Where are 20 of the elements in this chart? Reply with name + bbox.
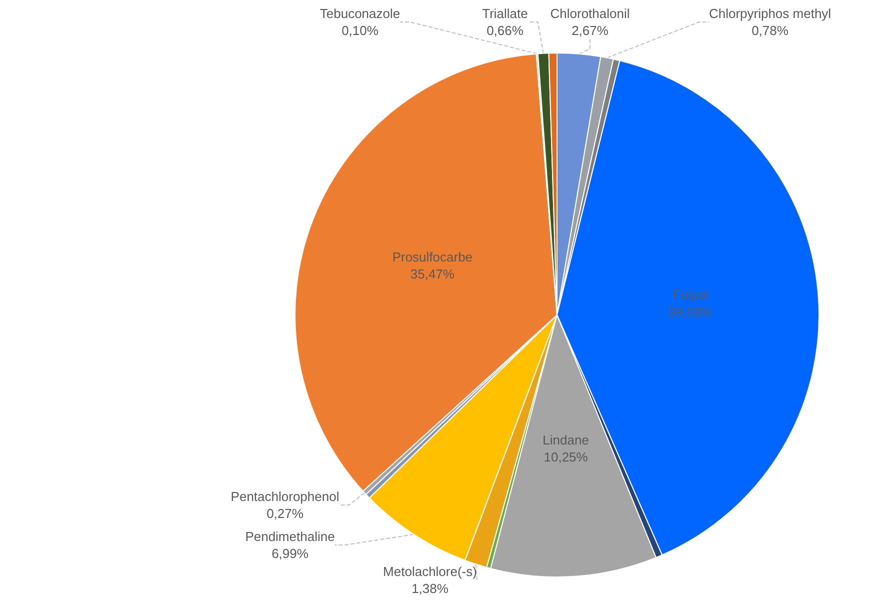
data-label: 0,78% — [752, 23, 789, 38]
data-label: 2,67% — [572, 23, 609, 38]
data-label: 0,66% — [486, 23, 524, 38]
slice-label: Folpel — [672, 288, 708, 303]
slice-label: Pentachlorophenol — [230, 489, 340, 504]
slice-label: Lindane — [542, 432, 589, 448]
data-label: 6,99% — [272, 546, 309, 561]
slice-label: Triallate — [482, 6, 528, 21]
data-label: 0,27% — [266, 506, 304, 521]
data-label: 0,10% — [342, 23, 379, 38]
slice-label: Tebuconazole — [320, 6, 400, 21]
slice-label: Prosulfocarbe — [392, 250, 473, 265]
data-label: 39,58% — [668, 304, 713, 320]
slice-label: Pendimethaline — [245, 529, 335, 544]
data-label: 1,38% — [412, 581, 449, 596]
slice-label: Chlorpyriphos methyl — [708, 6, 832, 21]
slice-label: Chlorothalonil — [550, 6, 630, 21]
data-label: 10,25% — [544, 450, 588, 465]
slice-label: Metolachlore(-s) — [383, 564, 477, 579]
data-label: 35,47% — [410, 266, 455, 282]
